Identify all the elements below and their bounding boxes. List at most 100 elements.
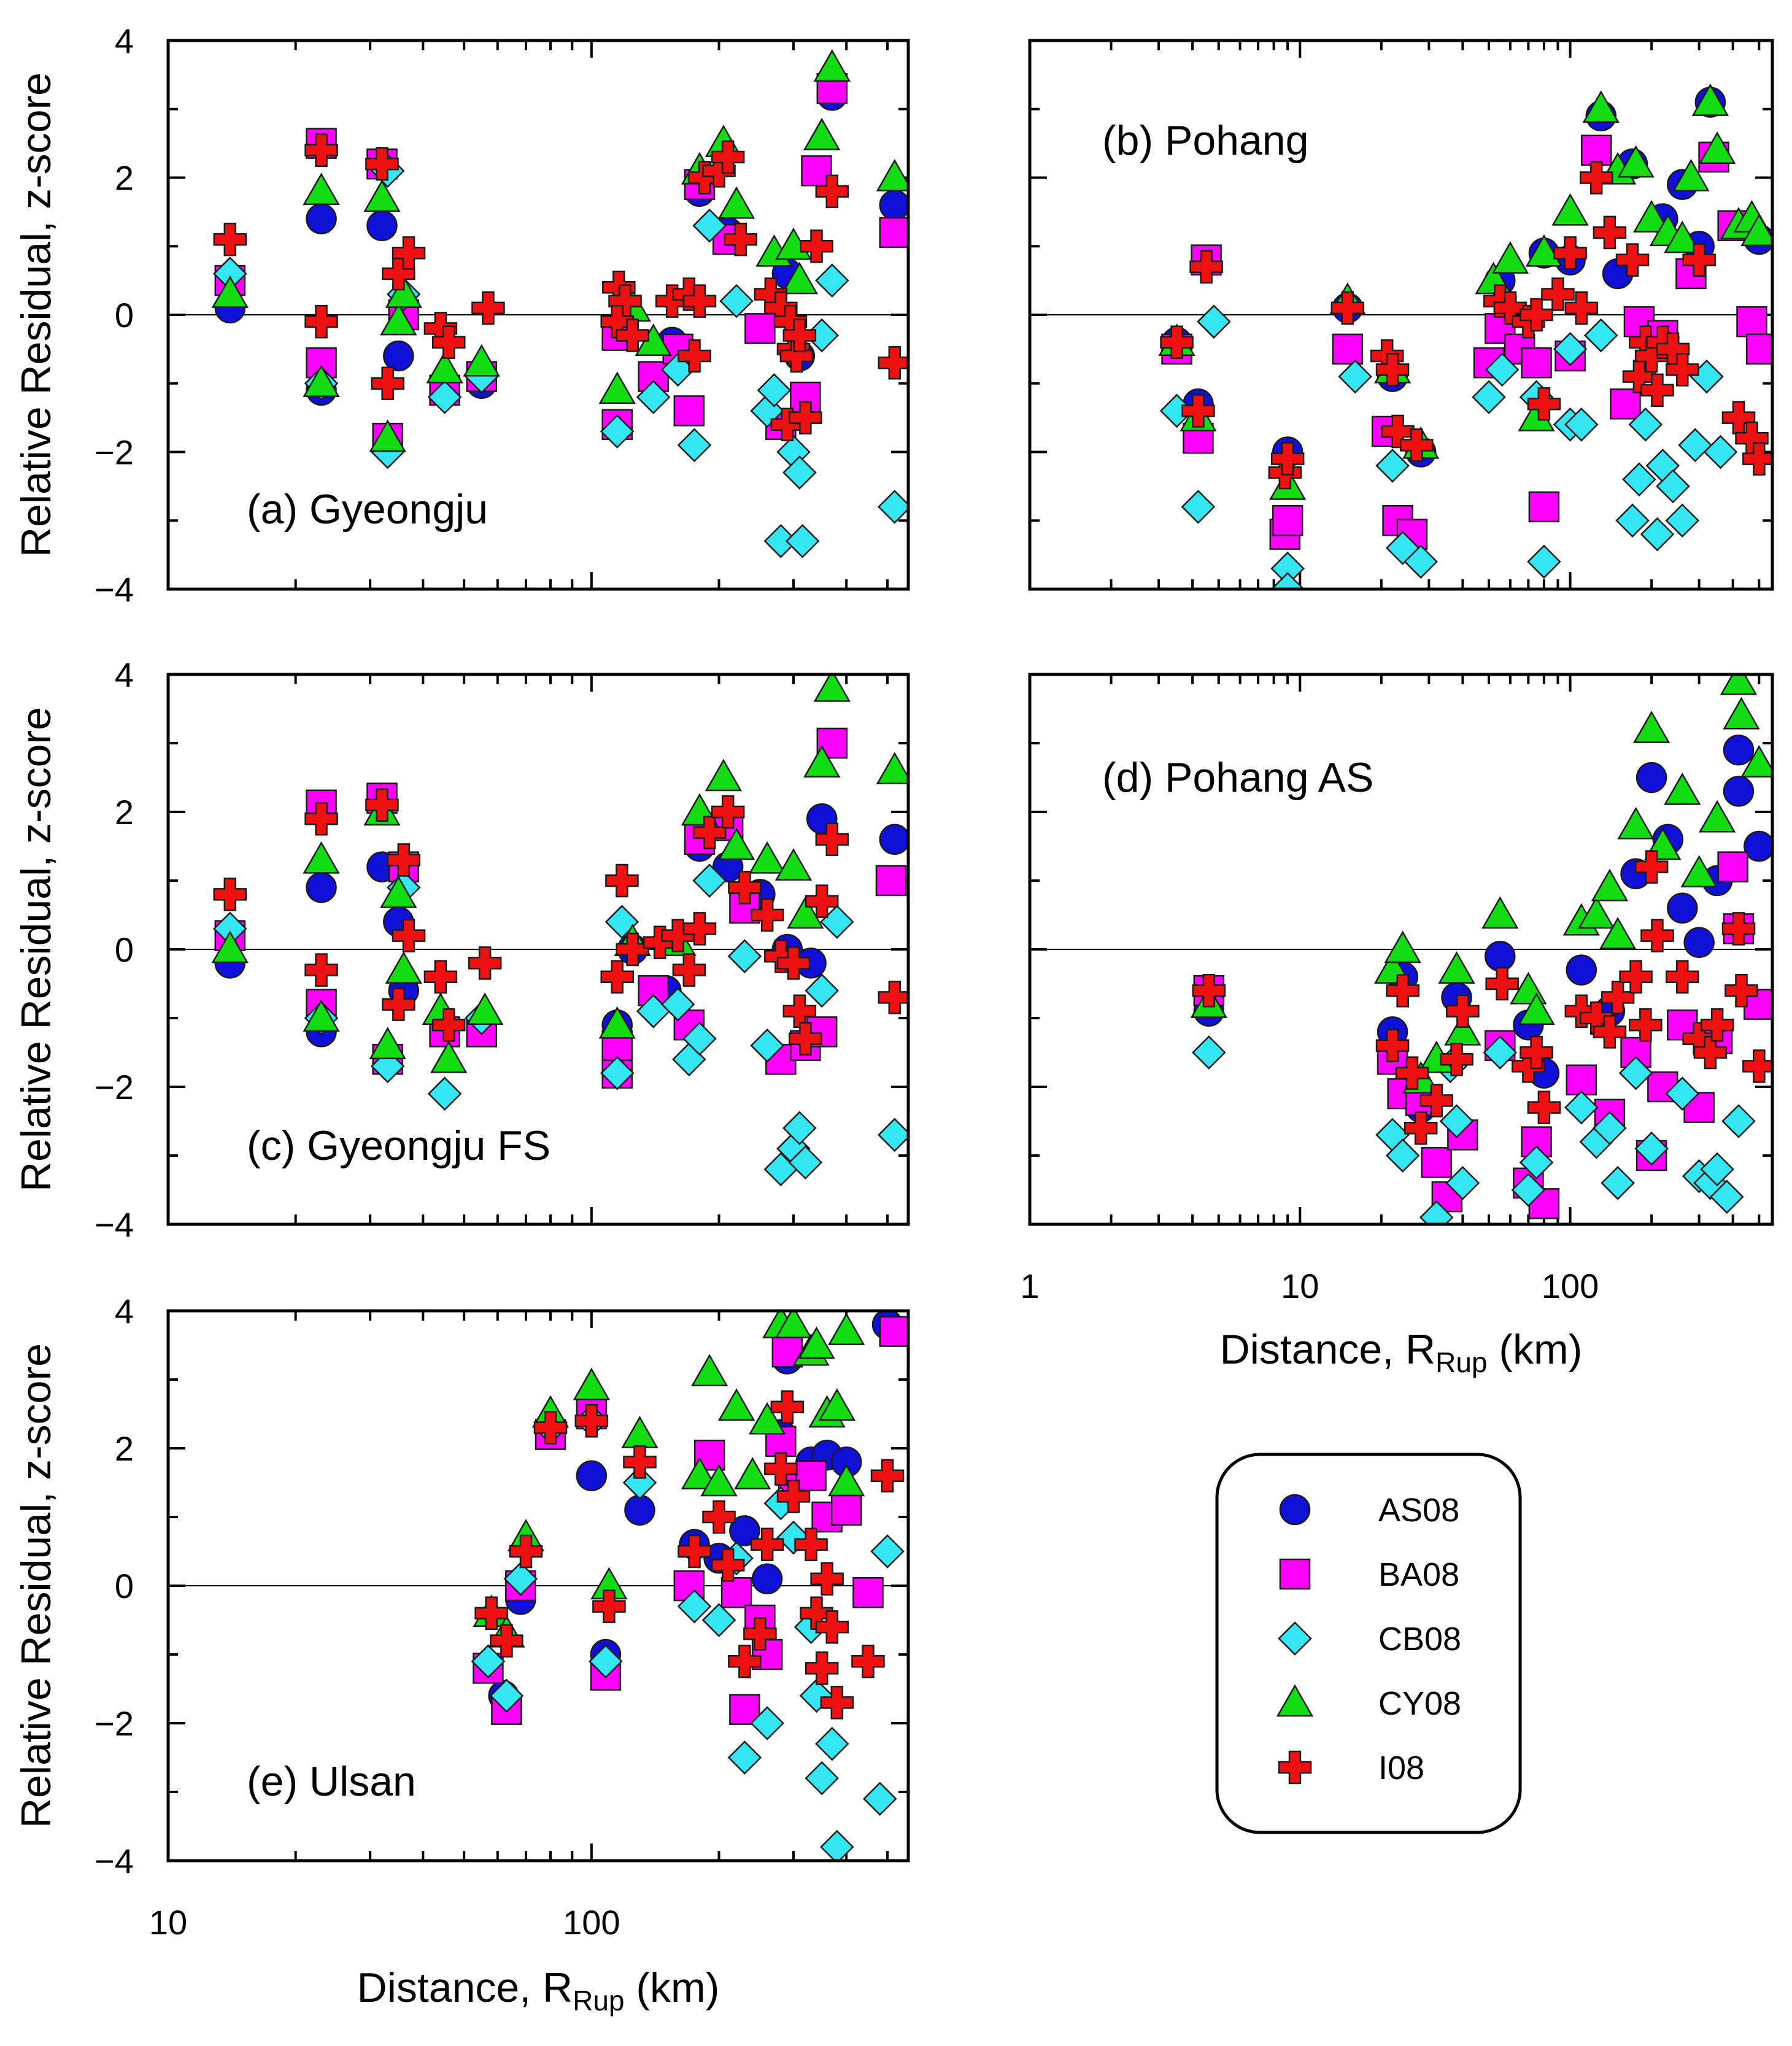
cy08-point <box>211 930 249 963</box>
as08-point <box>1566 954 1597 986</box>
cy08-point <box>1525 234 1563 267</box>
i08-point <box>750 1527 784 1562</box>
i08-point <box>1520 1035 1553 1070</box>
y-tick-label: −2 <box>95 1704 134 1743</box>
cy08-point <box>803 745 841 778</box>
cy08-point <box>621 1416 658 1448</box>
as08-point <box>1485 940 1516 972</box>
i08-point <box>692 816 727 849</box>
cb08-point <box>677 1589 712 1624</box>
cy08-point <box>717 827 755 860</box>
panel-a: 4 2 0 −2 −4 (a) Gyeongju <box>95 21 910 609</box>
cy08-point <box>748 1402 786 1435</box>
cy08-point <box>303 999 340 1032</box>
y-tick-label: 2 <box>115 793 134 832</box>
i08-point <box>1399 428 1434 462</box>
i08-point <box>392 236 426 270</box>
cy08-point <box>1632 200 1670 233</box>
cy08-point <box>426 350 463 384</box>
i08-point <box>672 953 706 987</box>
cb08-point <box>878 490 908 524</box>
i08-point <box>776 946 811 980</box>
cb08-point <box>600 414 635 449</box>
i08-point <box>789 401 822 434</box>
cy08-point <box>1491 241 1529 274</box>
y-axis-title: Relative Residual, z-score <box>13 707 60 1192</box>
cy08-point <box>363 179 401 212</box>
i08-point <box>764 939 798 973</box>
x-tick-label: 10 <box>1281 1267 1319 1305</box>
legend-marker-cy08 <box>1276 1684 1314 1717</box>
i08-point <box>471 291 505 325</box>
as08-point <box>1636 762 1667 793</box>
i08-point <box>1682 243 1716 277</box>
cy08-point <box>303 172 340 206</box>
cb08-point <box>805 1761 839 1796</box>
cb08-point <box>692 208 727 243</box>
cy08-point <box>787 896 824 929</box>
i08-point <box>1721 912 1756 946</box>
cb08-point <box>503 1562 538 1596</box>
i08-point <box>711 795 745 829</box>
cb08-point <box>1197 304 1231 339</box>
cb08-point <box>1192 1035 1226 1070</box>
panel-title: (e) Ulsan <box>247 1758 416 1805</box>
i08-point <box>304 133 338 168</box>
cy08-point <box>1664 772 1701 805</box>
cb08-point <box>1618 1056 1653 1091</box>
cy08-point <box>1740 745 1772 778</box>
cb08-point <box>1445 1166 1480 1200</box>
cb08-point <box>489 1678 524 1713</box>
i08-point <box>371 366 404 400</box>
cy08-point <box>681 1457 719 1490</box>
i08-point <box>382 987 415 1021</box>
x-axis-title-unit: (km) <box>625 1964 720 2011</box>
y-tick-label: 0 <box>115 1567 134 1605</box>
x-tick-label: 10 <box>149 1903 187 1942</box>
cy08-point <box>1384 930 1421 963</box>
cy08-point <box>1438 951 1475 984</box>
i08-point <box>1593 1015 1627 1049</box>
i08-point <box>1640 373 1674 407</box>
y-tick-label: −4 <box>95 1205 134 1244</box>
plot-frame <box>166 1309 910 1863</box>
ba08-point <box>744 313 776 344</box>
i08-point <box>728 870 762 905</box>
i08-point <box>623 1445 657 1479</box>
cy08-point <box>813 674 851 702</box>
cy08-point <box>798 1326 835 1359</box>
i08-point <box>1666 353 1699 387</box>
cy08-point <box>1691 83 1729 116</box>
i08-point <box>1724 973 1758 1008</box>
i08-point <box>490 1624 523 1658</box>
ba08-point <box>1528 491 1560 523</box>
cy08-point <box>803 117 841 150</box>
cb08-point <box>788 1145 823 1179</box>
cy08-point <box>1582 90 1620 123</box>
ba08-point <box>852 1577 884 1608</box>
cy08-point <box>774 848 813 881</box>
cb08-point <box>782 455 817 490</box>
i08-point <box>1527 1091 1561 1124</box>
legend-marker-i08 <box>1278 1750 1312 1785</box>
i08-point <box>820 1686 854 1720</box>
i08-point <box>616 932 649 967</box>
cy08-point <box>1720 674 1758 695</box>
i08-point <box>878 346 908 380</box>
panel-b: (b) Pohang <box>1028 39 1774 591</box>
ba08-point <box>1421 1146 1452 1178</box>
ba08-point <box>875 865 907 897</box>
cy08-point <box>1578 896 1615 929</box>
panel-title: (c) Gyeongju FS <box>247 1122 550 1169</box>
cb08-point <box>692 863 727 898</box>
i08-point <box>574 1403 609 1438</box>
i08-point <box>1375 353 1410 387</box>
ba08-point <box>1332 333 1364 365</box>
ba08-point <box>830 1494 862 1526</box>
legend-box <box>1215 1453 1522 1834</box>
cy08-point <box>303 841 340 874</box>
panel-title: (a) Gyeongju <box>247 486 488 533</box>
cb08-point <box>1511 1173 1546 1207</box>
y-tick-label: 2 <box>115 1429 134 1468</box>
i08-point <box>678 339 711 373</box>
